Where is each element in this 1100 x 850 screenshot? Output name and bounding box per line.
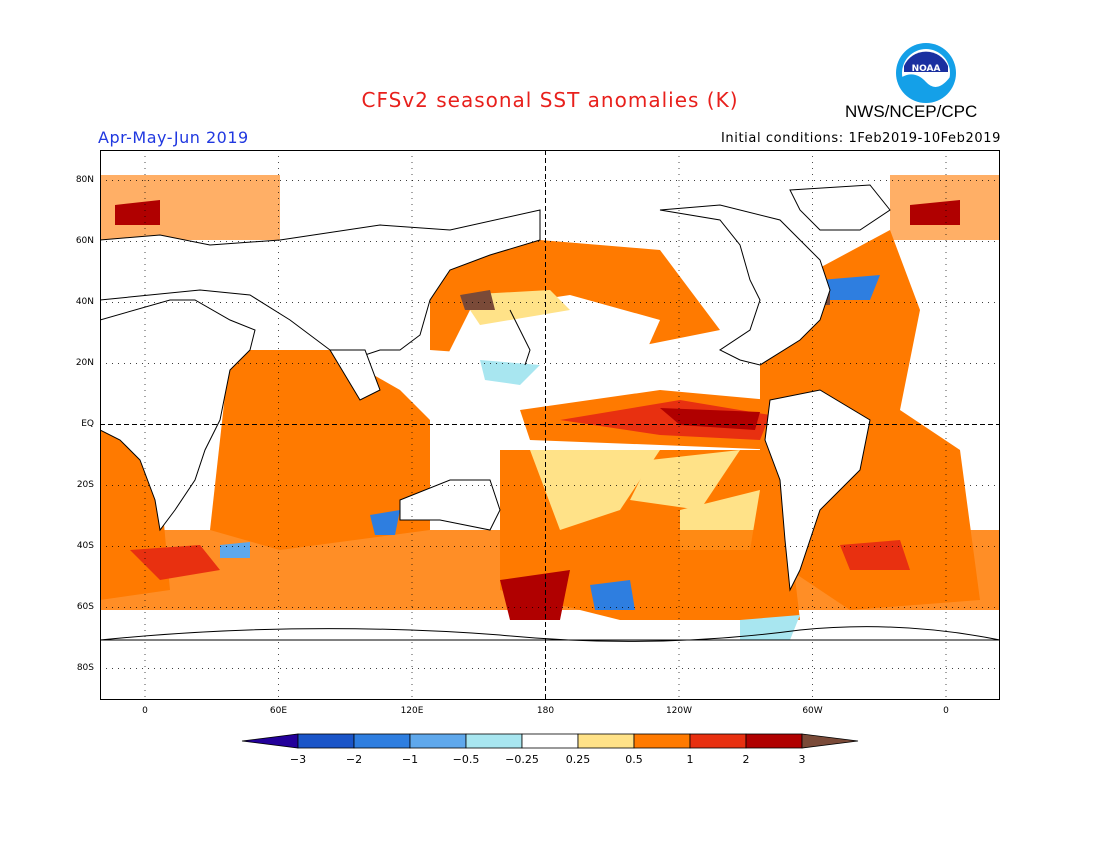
colorbar: −3 −2 −1 −0.5 −0.25 0.25 0.5 1 2 3 bbox=[241, 733, 859, 766]
map-grid bbox=[100, 150, 1000, 700]
colorbar-swatch bbox=[409, 733, 467, 749]
lat-label: 20S bbox=[76, 479, 94, 490]
coastlines bbox=[100, 309, 1000, 642]
colorbar-tick-label: 2 bbox=[743, 753, 750, 766]
colorbar-tick-label: 0.25 bbox=[566, 753, 591, 766]
lon-label: 180 bbox=[536, 706, 555, 716]
colorbar-tick-label: 1 bbox=[687, 753, 694, 766]
colorbar-tick-label: −0.25 bbox=[505, 753, 539, 766]
colorbar-swatch bbox=[689, 733, 747, 749]
colorbar-swatch bbox=[577, 733, 635, 749]
lat-label: 40S bbox=[76, 540, 94, 551]
continents bbox=[100, 184, 1000, 700]
colorbar-swatch bbox=[465, 733, 523, 749]
lat-label: 60S bbox=[76, 601, 94, 612]
colorbar-tick-label: −2 bbox=[346, 753, 362, 766]
initial-conditions: Initial conditions: 1Feb2019-10Feb2019 bbox=[720, 131, 1001, 146]
colorbar-tick-label: 3 bbox=[799, 753, 806, 766]
colorbar-tick-label: −3 bbox=[290, 753, 306, 766]
lon-label: 60W bbox=[802, 706, 823, 716]
lat-label: 80N bbox=[75, 174, 94, 185]
colorbar-swatch bbox=[801, 733, 859, 749]
chart-title: CFSv2 seasonal SST anomalies (K) bbox=[361, 88, 739, 112]
colorbar-swatch bbox=[241, 733, 299, 749]
colorbar-tick-label: −0.5 bbox=[453, 753, 480, 766]
agency-label: NWS/NCEP/CPC bbox=[845, 102, 978, 121]
colorbar-swatch bbox=[633, 733, 691, 749]
colorbar-swatch bbox=[521, 733, 579, 749]
lon-label: 0 bbox=[943, 706, 949, 716]
lon-label: 60E bbox=[269, 706, 288, 716]
lat-label: EQ bbox=[81, 418, 94, 429]
logo-text: NOAA bbox=[912, 64, 941, 74]
lat-label: 60N bbox=[75, 235, 94, 246]
lat-label: 80S bbox=[76, 662, 94, 673]
lon-label: 0 bbox=[142, 706, 148, 716]
lat-label: 40N bbox=[75, 296, 94, 307]
forecast-period: Apr-May-Jun 2019 bbox=[98, 128, 249, 147]
lon-label: 120W bbox=[665, 706, 693, 716]
colorbar-tick-label: −1 bbox=[402, 753, 418, 766]
colorbar-tick-label: 0.5 bbox=[625, 753, 643, 766]
lon-label: 120E bbox=[400, 706, 424, 716]
noaa-logo-icon: NOAA bbox=[896, 43, 956, 103]
sst-anomaly-map[interactable] bbox=[100, 150, 1000, 700]
colorbar-swatch bbox=[745, 733, 803, 749]
colorbar-swatch bbox=[297, 733, 355, 749]
lat-label: 20N bbox=[75, 357, 94, 368]
colorbar-swatch bbox=[353, 733, 411, 749]
